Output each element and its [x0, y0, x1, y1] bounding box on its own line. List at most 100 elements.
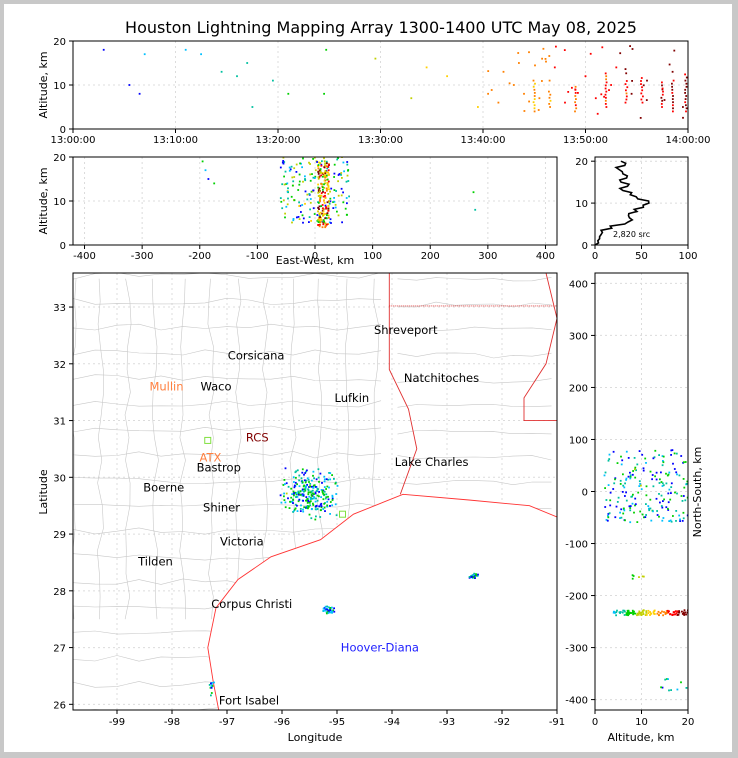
source-point — [324, 197, 327, 199]
source-point — [324, 162, 326, 165]
source-point — [658, 454, 660, 456]
source-point — [631, 502, 634, 505]
source-point — [314, 175, 317, 178]
source-point — [325, 165, 328, 167]
source-point — [682, 517, 685, 520]
lightning-source — [305, 470, 307, 473]
source-point — [629, 474, 632, 477]
source-point — [649, 614, 651, 616]
lightning-source — [291, 500, 294, 503]
source-point — [686, 611, 688, 614]
lightning-source — [470, 575, 473, 577]
lightning-source — [306, 498, 309, 500]
lightning-source — [305, 505, 308, 508]
source-point — [670, 486, 673, 488]
lightning-source — [327, 498, 330, 501]
lightning-source — [308, 486, 310, 488]
source-point — [317, 191, 320, 194]
source-point — [309, 208, 311, 211]
source-point — [670, 482, 673, 485]
flash-column-point — [685, 82, 688, 85]
lightning-source — [312, 502, 314, 505]
source-point — [623, 609, 626, 612]
lightning-source — [329, 472, 332, 474]
source-point — [677, 613, 680, 616]
lightning-source — [303, 484, 305, 487]
lightning-source — [310, 491, 313, 494]
lightning-source — [292, 490, 295, 493]
source-point — [642, 613, 645, 615]
county-line — [73, 450, 382, 459]
source-point — [674, 610, 677, 613]
lma-station-marker — [339, 510, 346, 518]
flash-column-point — [604, 87, 607, 90]
source-point — [625, 477, 628, 480]
source-point — [628, 505, 631, 508]
count-tick-label: 100 — [678, 251, 697, 262]
source-point — [634, 468, 636, 471]
lightning-source — [293, 486, 296, 489]
county-line — [73, 527, 382, 535]
source-point — [327, 209, 330, 212]
lightning-source — [285, 482, 288, 485]
flash-column-point — [574, 110, 576, 113]
flash-column-point — [604, 99, 607, 102]
source-point — [508, 82, 511, 85]
altitude-ns-ticks: 0 10 20 -400 -300 -200 -100 0 100 200 300 400 — [565, 279, 694, 728]
source-point — [341, 177, 343, 179]
lightning-source — [314, 491, 317, 494]
source-point — [645, 99, 648, 101]
source-point — [630, 612, 633, 614]
flash-column-point — [684, 92, 686, 94]
lightning-source — [298, 498, 301, 501]
source-point — [323, 183, 325, 186]
source-point — [661, 506, 664, 509]
lightning-source — [472, 574, 475, 577]
source-point — [324, 182, 326, 185]
source-point — [327, 193, 330, 195]
source-point — [316, 214, 319, 216]
source-point — [608, 512, 611, 515]
source-point — [317, 206, 320, 209]
source-point — [638, 480, 641, 483]
source-point — [324, 204, 327, 207]
flash-column-point — [685, 76, 688, 79]
flash-column-point — [661, 87, 664, 90]
lightning-source — [477, 573, 479, 576]
lightning-source — [301, 489, 304, 492]
source-point — [324, 194, 326, 197]
lightning-source — [315, 497, 317, 500]
source-point — [320, 163, 323, 166]
source-point — [318, 161, 320, 164]
parish-line — [397, 326, 552, 333]
flash-column-point — [684, 73, 686, 76]
ns-tick-label: -400 — [565, 696, 588, 707]
source-point — [138, 92, 141, 95]
source-point — [542, 47, 545, 50]
lightning-source — [213, 681, 215, 684]
lightning-source — [329, 611, 332, 614]
source-point — [328, 188, 330, 191]
source-point — [638, 485, 641, 487]
source-point — [327, 184, 330, 187]
source-point — [320, 219, 323, 222]
flash-column-point — [549, 99, 552, 102]
lightning-source — [322, 492, 324, 495]
lightning-source — [308, 505, 310, 508]
lightning-source — [312, 487, 315, 489]
source-point — [317, 195, 320, 197]
lightning-source — [303, 490, 305, 493]
parish-line — [397, 277, 552, 282]
ew-tick-label: -400 — [73, 251, 96, 262]
source-point — [298, 201, 300, 204]
source-point — [292, 180, 295, 183]
source-point — [279, 166, 282, 169]
source-point — [143, 53, 146, 56]
source-point — [623, 614, 626, 616]
source-point — [512, 84, 515, 86]
source-point — [596, 112, 599, 115]
source-point — [604, 506, 607, 508]
lightning-source — [296, 483, 298, 486]
flash-column-point — [605, 78, 607, 81]
source-point — [612, 488, 615, 490]
